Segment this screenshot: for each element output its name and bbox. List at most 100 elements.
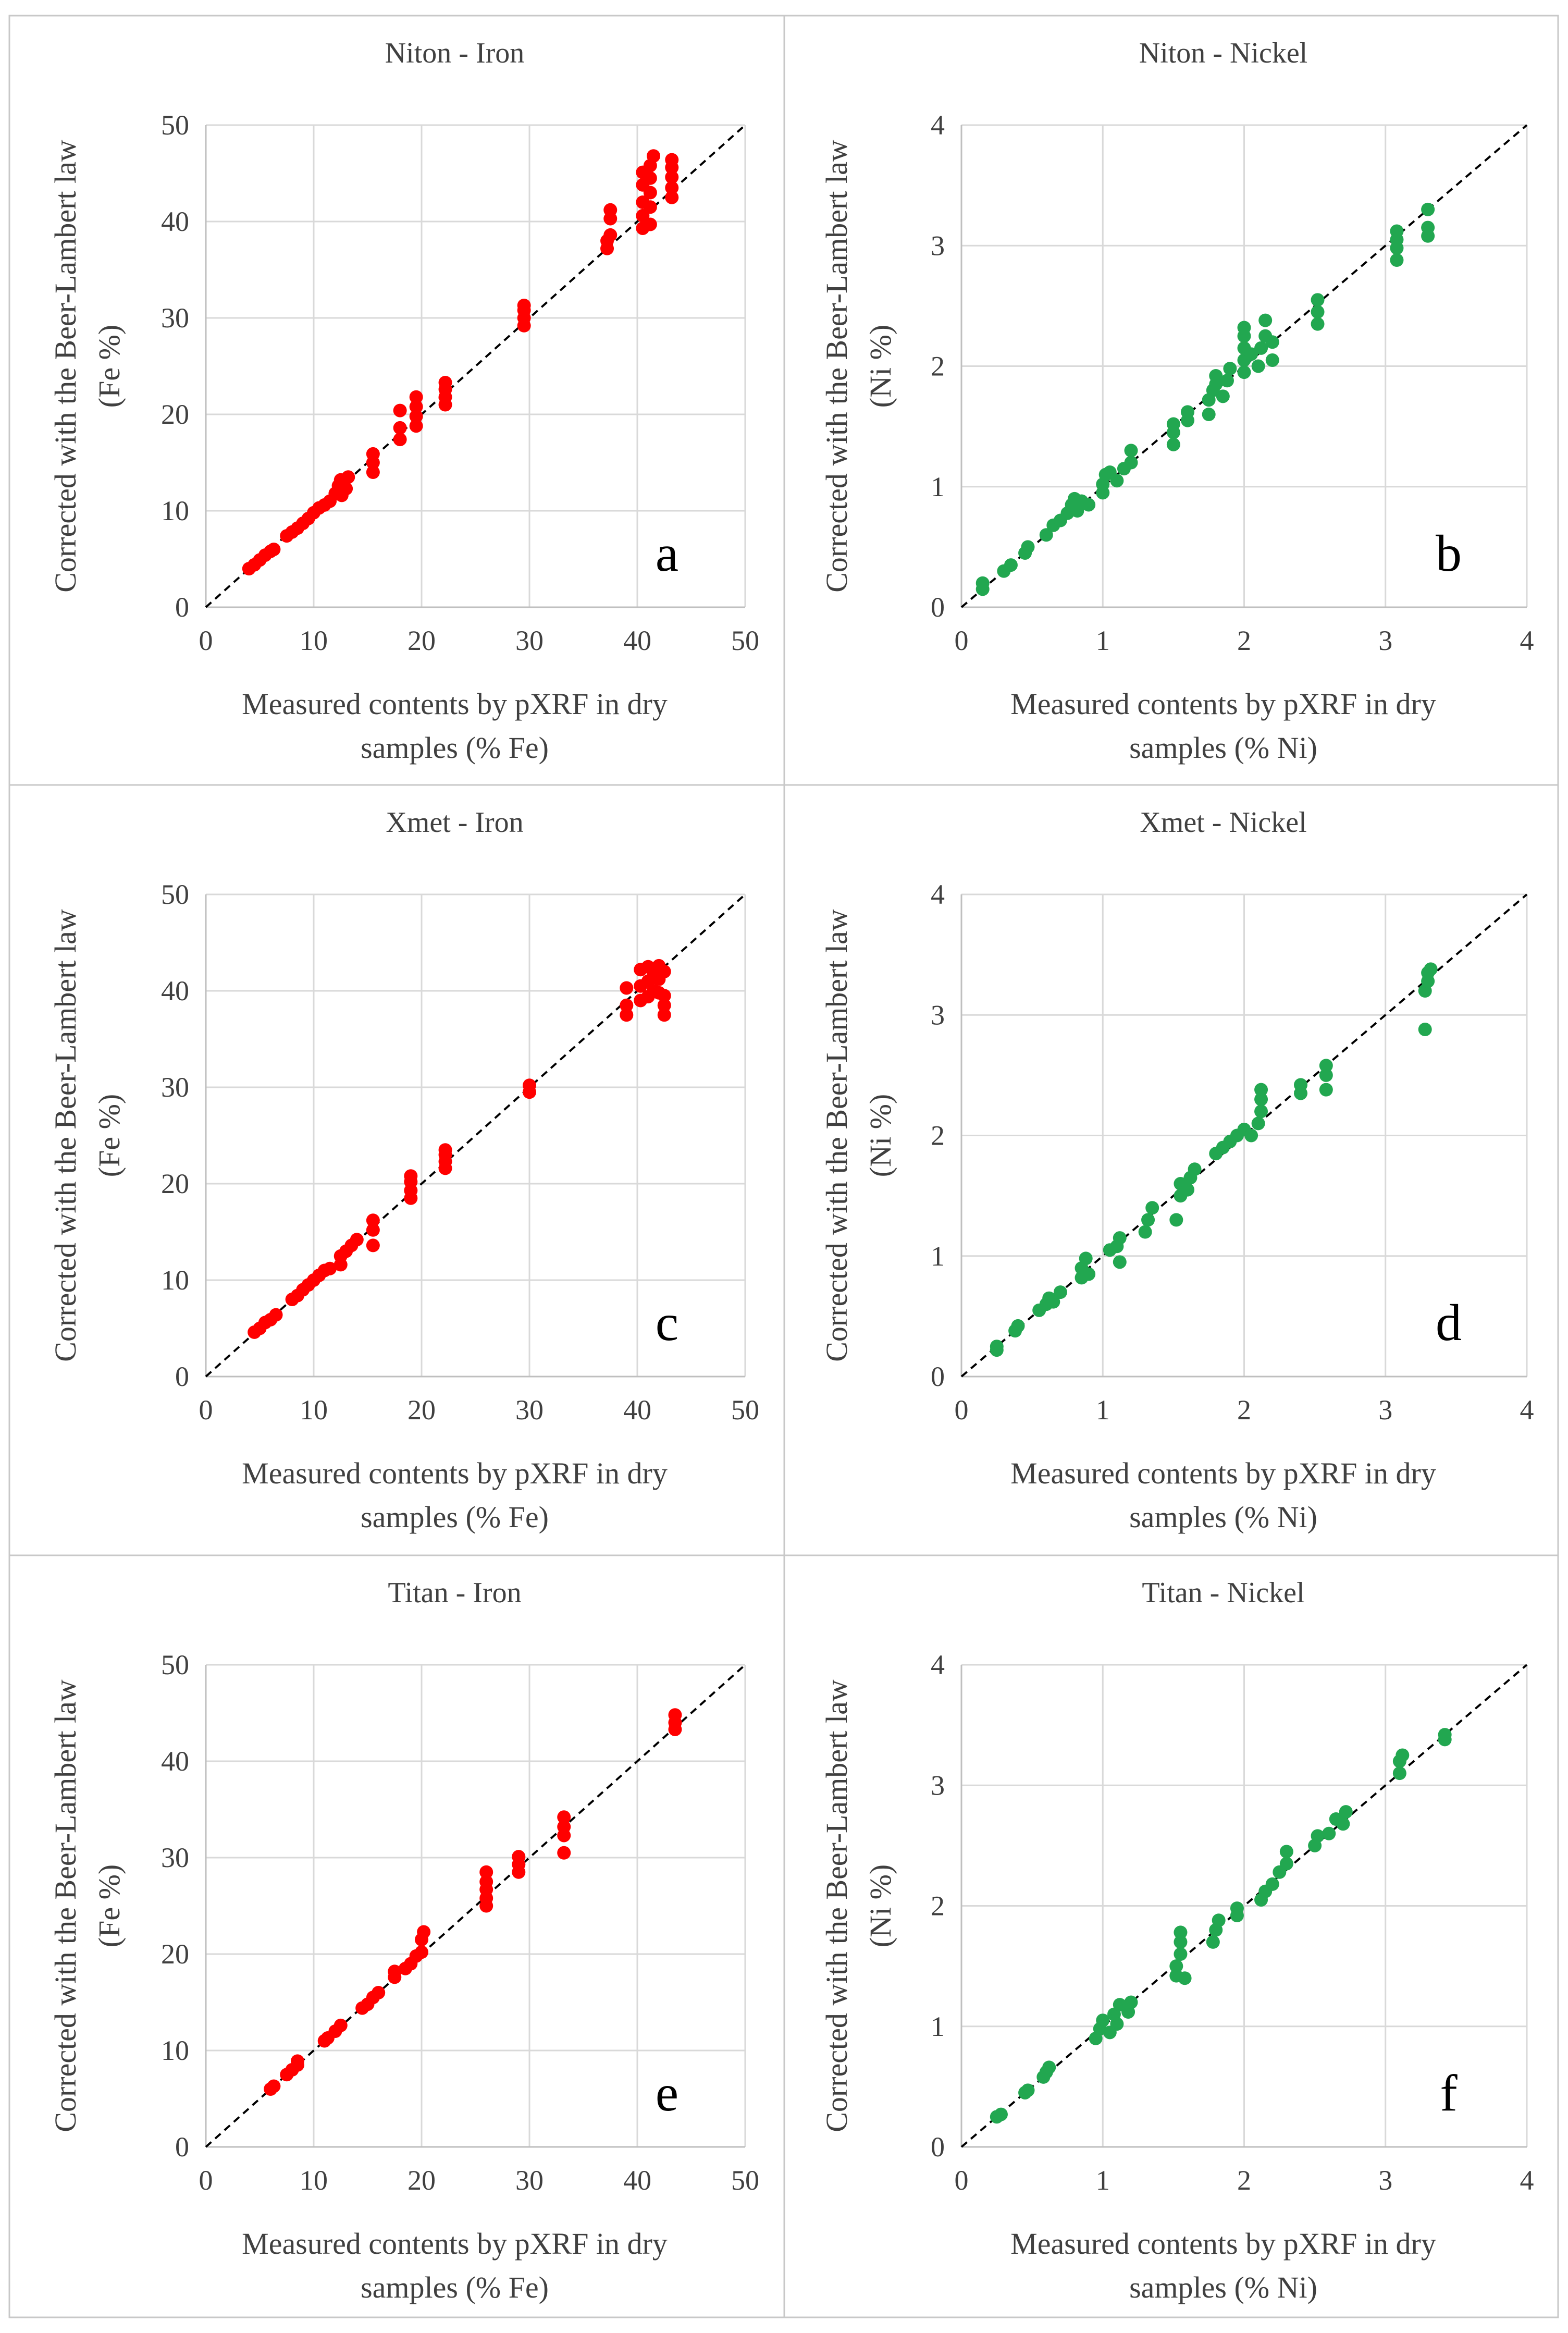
x-tick-label: 0	[199, 2165, 213, 2196]
data-point	[1319, 1083, 1333, 1097]
data-point	[643, 217, 657, 231]
data-point	[1124, 444, 1138, 458]
x-tick-label: 10	[300, 1394, 328, 1426]
x-tick-label: 0	[955, 2165, 969, 2196]
x-tick-label: 30	[515, 1394, 544, 1426]
data-point	[1181, 405, 1194, 419]
y-tick-label: 2	[931, 1120, 945, 1151]
x-axis-label: Measured contents by pXRF in dry	[242, 687, 668, 721]
data-point	[1254, 1083, 1268, 1097]
x-axis-label: Measured contents by pXRF in dry	[242, 1456, 668, 1490]
x-tick-label: 3	[1378, 2165, 1392, 2196]
data-point	[668, 1708, 682, 1722]
data-point	[366, 1213, 380, 1227]
x-tick-label: 1	[1096, 1394, 1110, 1426]
data-point	[1265, 353, 1279, 367]
data-point	[1169, 1959, 1183, 1973]
data-point	[1046, 1295, 1060, 1309]
data-point	[1113, 1255, 1127, 1269]
data-point	[1311, 305, 1325, 319]
y-tick-label: 10	[161, 2035, 189, 2066]
data-point	[479, 1865, 493, 1879]
x-tick-label: 50	[731, 1394, 759, 1426]
data-point	[665, 153, 679, 167]
data-point	[393, 421, 407, 435]
data-point	[1096, 2013, 1110, 2028]
x-tick-label: 50	[731, 625, 759, 656]
data-point	[557, 1810, 571, 1824]
data-point	[620, 981, 634, 995]
data-point	[1254, 1092, 1268, 1107]
y-axis-label: Corrected with the Beer-Lambert law	[820, 909, 854, 1362]
y-tick-label: 50	[161, 109, 189, 141]
x-axis-label: samples (% Fe)	[361, 731, 549, 765]
chart-title: Niton - Nickel	[1139, 37, 1307, 69]
y-tick-label: 20	[161, 1938, 189, 1970]
data-point	[409, 419, 423, 433]
x-tick-label: 2	[1237, 1394, 1251, 1426]
y-tick-label: 10	[161, 495, 189, 526]
data-point	[1421, 202, 1435, 216]
panel-letter: f	[1440, 2064, 1458, 2122]
x-axis-label: Measured contents by pXRF in dry	[1010, 1456, 1436, 1490]
data-point	[372, 1986, 386, 1999]
y-tick-label: 3	[931, 1770, 945, 1801]
y-axis-label: (Fe %)	[92, 325, 126, 408]
data-point	[1209, 369, 1223, 383]
data-point	[409, 400, 423, 414]
data-point	[1174, 1925, 1188, 1939]
data-point	[657, 1008, 671, 1022]
data-point	[1113, 1231, 1127, 1245]
data-point	[415, 1945, 428, 1959]
data-point	[438, 375, 452, 389]
y-tick-label: 4	[931, 1649, 945, 1680]
data-point	[1178, 1971, 1192, 1985]
data-point	[603, 203, 618, 217]
data-point	[643, 200, 657, 214]
data-point	[366, 1223, 380, 1237]
data-point	[341, 470, 355, 484]
data-point	[267, 2079, 281, 2093]
x-tick-label: 3	[1378, 1394, 1392, 1426]
y-tick-label: 10	[161, 1264, 189, 1296]
chart-panel-a: Niton - Iron 00 10 10 20 20 30 30 40 40 50 50 a Measu…	[48, 37, 759, 765]
data-point	[1202, 408, 1216, 421]
x-tick-label: 4	[1520, 1394, 1534, 1426]
data-point	[620, 1008, 634, 1022]
data-point	[1021, 2083, 1035, 2097]
x-tick-label: 10	[300, 2165, 328, 2196]
x-tick-label: 0	[199, 1394, 213, 1426]
y-axis-label: (Ni %)	[863, 325, 897, 408]
data-point	[1319, 1059, 1333, 1073]
y-axis-label: Corrected with the Beer-Lambert law	[48, 1679, 82, 2132]
data-point	[657, 998, 671, 1012]
y-tick-label: 40	[161, 206, 189, 237]
data-point	[1279, 1845, 1293, 1859]
y-tick-label: 0	[175, 1361, 189, 1392]
data-point	[1392, 1766, 1406, 1781]
data-point	[1216, 389, 1230, 403]
data-point	[393, 433, 407, 447]
data-point	[1265, 335, 1279, 349]
y-tick-label: 40	[161, 975, 189, 1006]
x-tick-label: 0	[199, 625, 213, 656]
data-point	[1188, 1162, 1202, 1176]
panel-letter: a	[656, 524, 678, 582]
data-point	[665, 190, 679, 204]
y-axis-label: Corrected with the Beer-Lambert law	[48, 140, 82, 593]
panel-letter: c	[656, 1294, 678, 1352]
y-tick-label: 30	[161, 1842, 189, 1873]
data-point	[366, 447, 380, 461]
one-to-one-line	[205, 1664, 746, 2148]
x-axis-label: samples (% Ni)	[1129, 1500, 1317, 1534]
y-tick-label: 3	[931, 230, 945, 261]
data-point	[657, 965, 671, 978]
data-point	[1339, 1805, 1353, 1819]
data-point	[339, 482, 353, 496]
data-point	[1124, 1995, 1138, 2009]
data-point	[620, 998, 634, 1012]
data-point	[1258, 313, 1273, 327]
data-point	[1082, 498, 1096, 512]
data-point	[665, 181, 679, 195]
